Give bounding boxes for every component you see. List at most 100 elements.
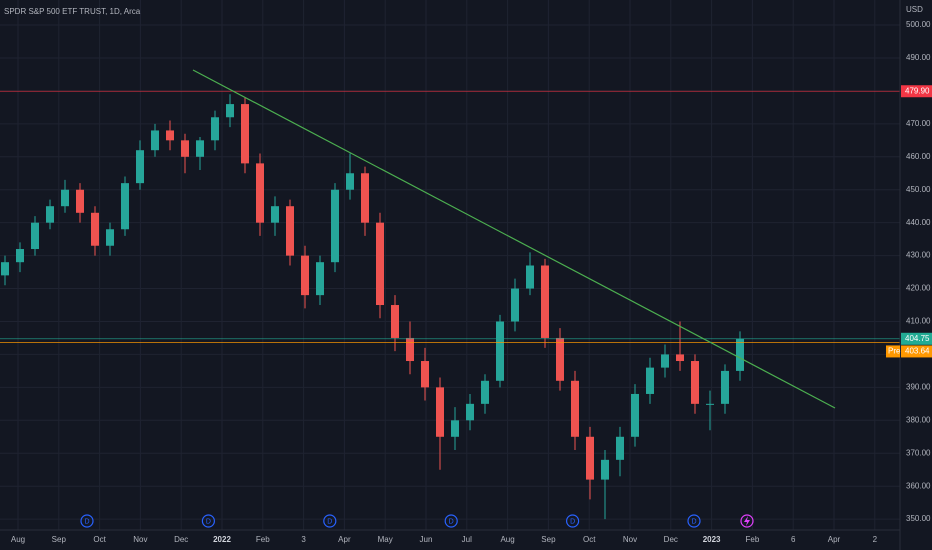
candle-body xyxy=(721,370,729,404)
candle-body xyxy=(391,305,399,338)
event-icon xyxy=(201,514,215,528)
y-tick-label: 430.00 xyxy=(906,251,931,260)
candle-body xyxy=(571,380,579,437)
candle-body xyxy=(331,189,339,263)
y-tick-label: 350.00 xyxy=(906,514,931,523)
candle-body xyxy=(466,403,474,421)
candle-body xyxy=(31,222,39,250)
x-tick-label: 2022 xyxy=(213,535,231,544)
candle-body xyxy=(691,361,699,404)
x-tick-label: 2 xyxy=(873,535,878,544)
event-label: D xyxy=(327,518,332,525)
y-tick-label: 500.00 xyxy=(906,20,931,29)
candle-body xyxy=(121,183,129,230)
candle-body xyxy=(196,140,204,157)
candles xyxy=(0,90,900,520)
candle-body xyxy=(601,459,609,480)
x-tick-label: Dec xyxy=(664,535,678,544)
candle-body xyxy=(346,173,354,190)
y-tick-label: 390.00 xyxy=(906,382,931,391)
x-tick-label: Apr xyxy=(338,535,351,544)
x-tick-label: Nov xyxy=(623,535,637,544)
candle-body xyxy=(676,354,684,362)
x-tick-label: Aug xyxy=(500,535,514,544)
x-tick-label: Jul xyxy=(462,535,472,544)
candle-body xyxy=(421,361,429,388)
candle-body xyxy=(316,262,324,296)
price-tag-label: 403.64 xyxy=(905,347,930,356)
candle-body xyxy=(1,262,9,276)
candle-body xyxy=(181,140,189,157)
candle-body xyxy=(661,354,669,368)
x-tick-label: Dec xyxy=(174,535,188,544)
event-icon xyxy=(444,514,458,528)
event-icon xyxy=(565,514,580,528)
candle-body xyxy=(226,104,234,118)
candle-body xyxy=(76,189,84,213)
event-label: D xyxy=(206,518,211,525)
candle-body xyxy=(616,436,624,460)
pre-tag-label: Pre xyxy=(888,347,901,356)
x-tick-label: Sep xyxy=(541,535,556,544)
chart-title: SPDR S&P 500 ETF TRUST, 1D, Arca xyxy=(4,7,141,16)
candle-body xyxy=(481,380,489,404)
currency: USD xyxy=(906,5,923,14)
event-icon xyxy=(687,514,701,528)
candle-body xyxy=(61,189,69,207)
price-tag xyxy=(901,85,932,98)
candle-body xyxy=(436,387,444,437)
x-tick-label: Aug xyxy=(11,535,25,544)
candle-body xyxy=(91,212,99,246)
candle-body xyxy=(361,173,369,223)
candle-body xyxy=(16,249,24,263)
x-tick-label: Oct xyxy=(93,535,106,544)
candle-body xyxy=(136,150,144,184)
x-tick-label: Sep xyxy=(52,535,67,544)
candle-body xyxy=(511,288,519,322)
price-tag xyxy=(901,332,932,345)
x-tick-label: 3 xyxy=(301,535,306,544)
y-tick-label: 490.00 xyxy=(906,53,931,62)
x-tick-label: Feb xyxy=(746,535,760,544)
y-tick-label: 380.00 xyxy=(906,415,931,424)
y-tick-label: 370.00 xyxy=(906,448,931,457)
event-label: D xyxy=(570,518,575,525)
candle-body xyxy=(736,338,744,371)
y-tick-label: 460.00 xyxy=(906,152,931,161)
candle-body xyxy=(256,163,264,223)
lightning-icon xyxy=(740,514,754,528)
candle-body xyxy=(151,130,159,151)
y-tick-label: 360.00 xyxy=(906,481,931,490)
x-tick-label: Oct xyxy=(583,535,596,544)
x-tick-label: Apr xyxy=(828,535,841,544)
x-tick-label: Feb xyxy=(256,535,270,544)
price-tag-label: 404.75 xyxy=(905,334,930,343)
candle-body xyxy=(241,104,249,164)
event-label: D xyxy=(449,518,454,525)
candle-body xyxy=(166,130,174,141)
x-tick-label: Jun xyxy=(420,535,433,544)
candle-body xyxy=(406,337,414,362)
axes: 350.00360.00370.00380.00390.00400.00410.… xyxy=(11,20,932,544)
event-label: D xyxy=(84,518,89,525)
price-tag-label: 479.90 xyxy=(905,86,930,95)
candle-body xyxy=(496,321,504,381)
candle-body xyxy=(301,255,309,296)
x-tick-label: May xyxy=(378,535,393,544)
candle-body xyxy=(586,436,594,480)
candle-body xyxy=(631,393,639,437)
x-tick-label: 2023 xyxy=(703,535,721,544)
event-icon xyxy=(323,514,337,528)
candle-body xyxy=(286,206,294,256)
trend-line xyxy=(192,69,836,409)
event-icon xyxy=(80,514,94,528)
candle-body xyxy=(526,265,534,289)
y-tick-label: 450.00 xyxy=(906,185,931,194)
price-tag xyxy=(901,345,932,358)
pre-tag xyxy=(886,345,900,358)
candle-body xyxy=(451,420,459,437)
